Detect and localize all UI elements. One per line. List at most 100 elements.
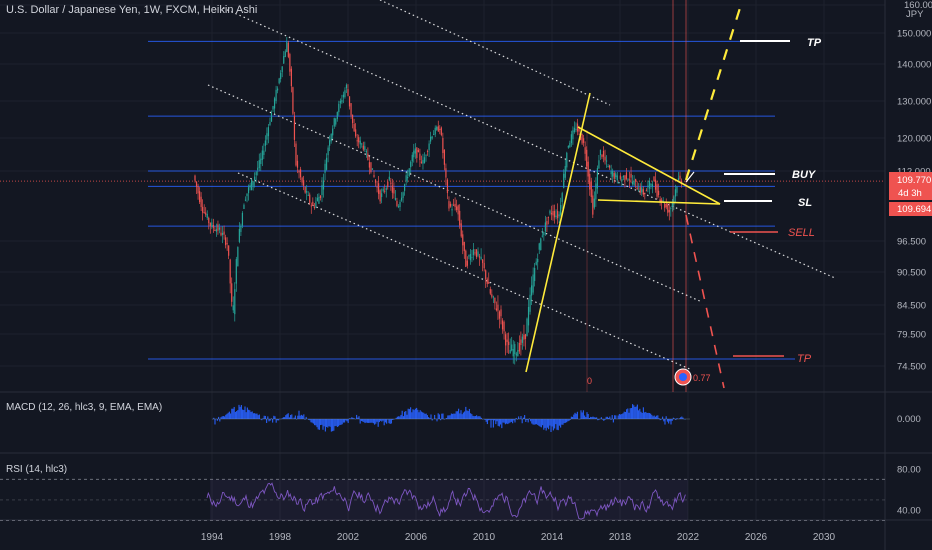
candle — [428, 143, 430, 151]
macd-bar — [623, 411, 625, 419]
candle — [237, 247, 239, 267]
macd-bar — [533, 419, 535, 425]
macd-bar — [418, 412, 420, 419]
macd-bar — [537, 419, 539, 425]
macd-bar — [282, 417, 284, 419]
price-badge — [889, 202, 932, 216]
macd-bar — [388, 419, 390, 424]
price-badge-countdown: 4d 3h — [898, 188, 922, 199]
time-axis-label: 1998 — [269, 532, 292, 543]
macd-bar — [251, 411, 253, 419]
candle — [589, 173, 591, 190]
macd-bar — [266, 419, 268, 423]
macd-bar — [302, 415, 304, 419]
candle — [624, 175, 626, 181]
candle — [348, 96, 351, 107]
macd-bar — [422, 412, 424, 419]
candle — [459, 210, 461, 226]
rsi-axis-label: 80.00 — [897, 465, 921, 476]
candle — [400, 197, 403, 201]
macd-bar — [310, 419, 312, 423]
macd-bar — [240, 405, 242, 419]
candle — [310, 205, 312, 207]
macd-bar — [311, 419, 313, 423]
macd-bar — [584, 415, 586, 419]
price-badge-value: 109.770 — [897, 175, 931, 186]
symbol-title: U.S. Dollar / Japanese Yen, 1W, FXCM, He… — [6, 4, 258, 16]
candle — [628, 179, 631, 181]
macd-bar — [346, 419, 348, 422]
macd-bar — [297, 415, 299, 419]
candle — [527, 306, 530, 326]
macd-bar — [510, 419, 512, 422]
macd-bar — [294, 415, 296, 419]
macd-bar — [572, 416, 574, 419]
candle — [425, 155, 427, 157]
candle — [576, 123, 579, 132]
candle — [495, 308, 498, 311]
candle — [309, 194, 311, 203]
candle — [572, 130, 574, 140]
candle — [494, 297, 496, 304]
macd-bar — [410, 407, 412, 419]
macd-bar — [286, 414, 288, 419]
candle — [402, 192, 404, 199]
macd-bar — [255, 413, 257, 419]
candle — [324, 163, 326, 173]
macd-bar — [628, 412, 630, 419]
candles — [194, 36, 683, 365]
candle — [277, 88, 279, 91]
candle — [313, 206, 315, 208]
macd-bar — [543, 419, 545, 430]
candle — [645, 190, 647, 192]
candle — [399, 202, 401, 208]
candle — [303, 180, 305, 186]
macd-bar — [416, 407, 418, 419]
macd-bar — [581, 412, 583, 419]
candle — [376, 186, 378, 188]
macd-bar — [250, 411, 252, 419]
macd-bar — [381, 419, 383, 422]
candle — [252, 181, 254, 186]
macd-bar — [309, 419, 311, 421]
event-flag-icon-inner — [679, 373, 687, 381]
candle — [367, 153, 369, 160]
macd-bar — [672, 417, 674, 419]
candle — [668, 209, 670, 213]
candle — [451, 208, 453, 211]
candle — [436, 126, 438, 130]
macd-bar — [642, 407, 644, 419]
macd-bar — [300, 414, 302, 419]
price-axis-label: 120.000 — [897, 134, 931, 145]
candle — [261, 150, 263, 160]
macd-bar — [634, 406, 636, 419]
macd-bar — [557, 419, 559, 431]
macd-bar — [564, 419, 566, 423]
macd-bar — [678, 418, 680, 419]
candle — [335, 118, 337, 125]
candle — [492, 296, 494, 298]
macd-bar — [370, 419, 372, 423]
macd-bar — [264, 415, 266, 419]
candle — [433, 134, 435, 136]
candle — [249, 184, 251, 188]
candle — [560, 205, 562, 215]
macd-bar — [653, 415, 655, 419]
macd-bar — [386, 419, 388, 424]
candle — [315, 201, 317, 207]
candle — [619, 175, 621, 179]
macd-bar — [365, 419, 367, 423]
candle — [410, 161, 412, 168]
candle — [434, 127, 436, 135]
macd-bar — [497, 419, 499, 426]
macd-bar — [629, 408, 631, 419]
candle — [445, 168, 447, 178]
macd-bar — [308, 419, 310, 420]
channel-dotted-line — [207, 84, 703, 303]
macd-bar — [436, 419, 438, 422]
macd-bar — [423, 412, 425, 419]
macd-bar — [663, 419, 665, 422]
candle — [273, 98, 276, 109]
candle — [368, 162, 371, 168]
